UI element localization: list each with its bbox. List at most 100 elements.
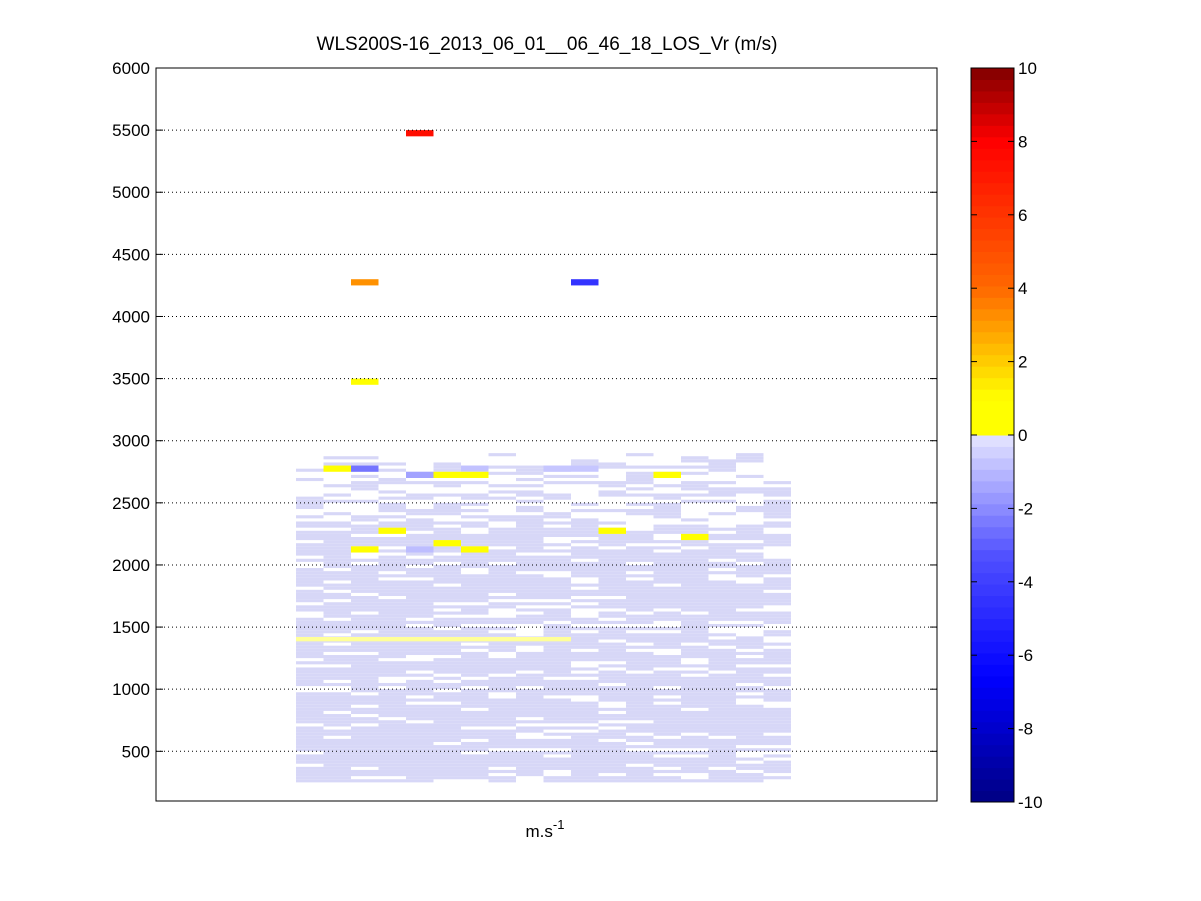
data-cell xyxy=(598,751,626,755)
data-cell xyxy=(516,710,544,715)
data-cell xyxy=(378,586,406,590)
data-cell xyxy=(488,586,516,590)
data-cell xyxy=(516,726,544,730)
data-cell xyxy=(653,586,681,590)
data-cell xyxy=(763,679,791,683)
colorbar-segment xyxy=(971,262,1014,275)
data-cell xyxy=(681,599,709,603)
data-cell xyxy=(516,754,544,758)
data-cell xyxy=(736,651,764,656)
data-cell xyxy=(406,130,434,137)
data-cell xyxy=(571,658,599,662)
axes-box xyxy=(155,67,938,802)
data-cell xyxy=(681,589,709,593)
data-cell xyxy=(681,723,709,727)
data-cell xyxy=(681,655,709,659)
colorbar-segment xyxy=(971,285,1014,298)
data-cell xyxy=(763,692,791,696)
data-cell xyxy=(516,714,544,718)
data-cell xyxy=(653,605,681,609)
data-cell xyxy=(461,592,489,597)
colorbar-segment xyxy=(971,354,1014,367)
data-cell xyxy=(461,608,489,612)
data-cell xyxy=(378,651,406,656)
data-cell xyxy=(516,682,544,687)
data-cell xyxy=(736,738,764,742)
colorbar-segment xyxy=(971,205,1014,218)
data-cell xyxy=(681,561,709,565)
data-cell xyxy=(461,546,489,553)
data-cell xyxy=(323,543,351,547)
data-cell xyxy=(433,564,461,569)
data-cell xyxy=(681,698,709,702)
data-cell xyxy=(461,704,489,708)
data-cell xyxy=(708,757,736,761)
colorbar-segment xyxy=(971,526,1014,539)
data-cell xyxy=(516,661,544,665)
data-cell xyxy=(406,627,434,631)
data-cell xyxy=(681,639,709,643)
data-cell xyxy=(378,589,406,593)
colorbar-tick-label: -2 xyxy=(1018,499,1033,518)
data-cell xyxy=(736,732,764,736)
data-cell xyxy=(653,670,681,674)
data-cell xyxy=(378,707,406,711)
data-cell xyxy=(571,760,599,764)
data-cell xyxy=(571,636,599,640)
data-cell xyxy=(708,608,736,612)
colorbar-tick-label: 6 xyxy=(1018,206,1027,225)
colorbar-tick-label: -6 xyxy=(1018,646,1033,665)
data-cell xyxy=(681,493,709,497)
data-cell xyxy=(488,568,516,572)
data-cell xyxy=(598,543,626,547)
data-cell xyxy=(626,608,654,612)
data-cell xyxy=(461,729,489,733)
data-cell xyxy=(543,720,571,724)
data-cell xyxy=(681,580,709,584)
data-cell xyxy=(461,732,489,736)
data-cell xyxy=(708,623,736,628)
data-cell xyxy=(296,738,324,742)
data-cell xyxy=(763,689,791,693)
data-cell xyxy=(488,596,516,600)
data-cell xyxy=(653,611,681,615)
data-cell xyxy=(516,471,544,475)
data-cell xyxy=(378,779,406,783)
data-cell xyxy=(433,686,461,690)
data-cell xyxy=(653,664,681,668)
data-cell xyxy=(763,533,791,537)
data-cell xyxy=(571,502,599,506)
data-cell xyxy=(351,487,379,491)
data-cell xyxy=(543,707,571,711)
data-cell xyxy=(626,589,654,593)
data-cell xyxy=(406,763,434,767)
data-cell xyxy=(681,692,709,696)
data-cell xyxy=(681,676,709,680)
data-cell xyxy=(708,701,736,705)
data-cell xyxy=(488,714,516,718)
data-cell xyxy=(323,682,351,687)
data-cell xyxy=(488,661,516,665)
data-cell xyxy=(296,499,324,503)
data-cell xyxy=(378,773,406,777)
data-cell xyxy=(406,779,434,783)
data-cell xyxy=(571,518,599,522)
data-cell xyxy=(626,487,654,491)
data-cell xyxy=(736,505,764,510)
data-cell xyxy=(543,751,571,755)
data-cell xyxy=(571,568,599,572)
data-cell xyxy=(433,481,461,485)
data-cell xyxy=(488,453,516,457)
data-cell xyxy=(351,518,379,522)
data-cell xyxy=(406,518,434,522)
data-cell xyxy=(516,515,544,519)
data-cell xyxy=(406,552,434,556)
data-cell xyxy=(488,679,516,683)
data-cell xyxy=(433,732,461,736)
data-cell xyxy=(571,651,599,656)
data-cell xyxy=(406,571,434,575)
data-cell xyxy=(488,602,516,606)
data-cell xyxy=(653,493,681,497)
data-cell xyxy=(598,745,626,749)
data-cell xyxy=(681,651,709,656)
